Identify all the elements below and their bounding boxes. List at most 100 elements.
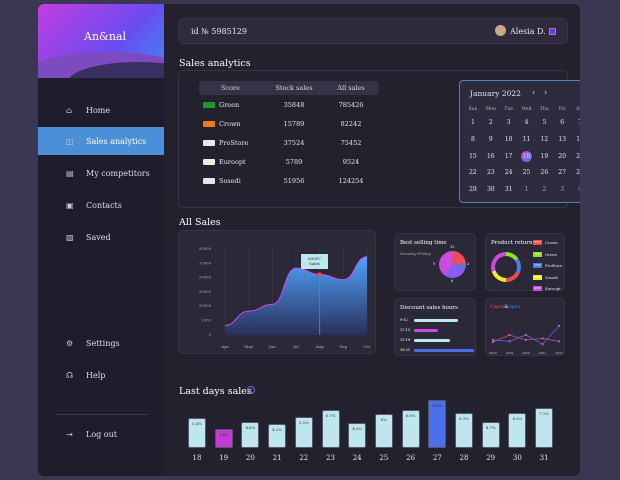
avatar[interactable] xyxy=(495,25,506,36)
user-name[interactable]: Alesia D. xyxy=(510,27,546,36)
x-tick: 18 xyxy=(192,454,202,462)
bar[interactable]: 7.2% xyxy=(535,407,554,448)
data-point xyxy=(525,338,527,341)
calendar-day[interactable]: 24 xyxy=(504,169,513,177)
bar[interactable]: 6% xyxy=(374,414,393,448)
calendar-day[interactable]: 21 xyxy=(576,152,580,160)
calendar-day[interactable]: 4 xyxy=(571,182,580,199)
calendar-day[interactable]: 23 xyxy=(486,169,495,177)
donut-chart xyxy=(491,252,521,282)
bar[interactable]: 4.2% xyxy=(268,424,287,448)
sidebar-item-label: Help xyxy=(86,370,106,380)
bar[interactable]: 4.6% xyxy=(241,422,260,448)
bar[interactable]: 3.4% xyxy=(214,428,233,448)
x-tick: Oct xyxy=(363,344,371,349)
table-row[interactable]: Green 35848 785426 xyxy=(199,96,379,114)
calendar-day[interactable]: 28 xyxy=(576,169,580,177)
x-tick: Jun xyxy=(268,344,276,349)
calendar-day[interactable]: 10 xyxy=(504,135,513,143)
prev-month-button[interactable]: ‹ xyxy=(532,88,536,97)
next-month-button[interactable]: › xyxy=(544,88,548,97)
store-icon: ▤ xyxy=(66,168,74,178)
calendar-day[interactable]: 2 xyxy=(488,119,493,126)
calendar-day[interactable]: 11 xyxy=(522,135,531,143)
hover-point[interactable] xyxy=(317,272,322,277)
calendar-day[interactable]: 3 xyxy=(560,186,565,194)
calendar-day[interactable]: 5 xyxy=(542,119,547,126)
calendar-day[interactable]: 18 xyxy=(520,150,532,162)
calendar-day[interactable]: 6 xyxy=(560,119,565,126)
calendar-day[interactable]: 7 xyxy=(571,115,580,132)
bar[interactable]: 6.3% xyxy=(455,412,473,448)
x-tick: 2020 xyxy=(522,351,530,355)
calendar-day[interactable]: 1 xyxy=(471,119,475,126)
calendar-day[interactable]: 16 xyxy=(486,152,495,160)
opex-label: Opex xyxy=(508,305,521,310)
bar[interactable]: 6.7% xyxy=(321,410,340,448)
hour-label: 9-12 xyxy=(400,318,408,322)
y-tick: 35000 xyxy=(199,289,212,294)
id-number: id № 5985129 xyxy=(191,27,247,36)
sidebar-item[interactable]: ▧ Saved xyxy=(38,223,164,251)
section-title: Last days sales xyxy=(179,386,252,397)
sidebar-item[interactable]: ☊ Help xyxy=(38,361,164,389)
calendar-day[interactable]: 26 xyxy=(540,169,549,177)
calendar-day[interactable]: 27 xyxy=(558,169,567,177)
calendar-day[interactable]: 9 xyxy=(488,135,493,143)
chart-tooltip: 63507 Sales xyxy=(301,254,328,269)
best-selling-card: Best selling time Monday-Friday 12 3 6 9 xyxy=(394,233,476,291)
calendar-day[interactable]: 2 xyxy=(542,186,547,194)
tooltip-label: Sales xyxy=(309,261,320,266)
calendar-day[interactable]: 4 xyxy=(524,119,529,126)
calendar-day[interactable]: 30 xyxy=(486,186,495,194)
bar[interactable]: 8.6% xyxy=(428,399,447,448)
bar[interactable]: 5.5% xyxy=(294,417,313,448)
sidebar-item[interactable]: ▣ Contacts xyxy=(38,191,164,219)
sales-table: Score Stock sales All sales Green 35848 78… xyxy=(199,81,379,190)
table-row[interactable]: Sosedi 51956 124254 xyxy=(199,172,379,190)
sidebar-item[interactable]: ⇥ Log out xyxy=(38,420,164,448)
calendar-day[interactable]: 13 xyxy=(558,135,567,143)
calendar-day[interactable]: 19 xyxy=(540,152,549,160)
table-row[interactable]: ProStore 37524 75452 xyxy=(199,134,379,152)
hour-bar xyxy=(414,339,450,342)
sidebar-item[interactable]: ⚙ Settings xyxy=(38,329,164,357)
calendar-day[interactable]: 20 xyxy=(558,152,567,160)
data-point xyxy=(558,324,560,327)
calendar-day[interactable]: 31 xyxy=(504,186,513,194)
bar[interactable]: 6.2% xyxy=(508,413,527,448)
bar-label: 6.7% xyxy=(325,413,336,419)
stock-sales: 51956 xyxy=(283,177,305,185)
store-name: Euroopt xyxy=(219,158,246,166)
calendar-day[interactable]: 29 xyxy=(469,186,477,194)
calendar-day[interactable]: 8 xyxy=(471,135,475,143)
logout-icon: ⇥ xyxy=(66,429,73,439)
calendar-day[interactable]: 15 xyxy=(469,152,477,160)
calendar-day[interactable]: 12 xyxy=(540,135,549,143)
x-tick: 2018 xyxy=(489,351,497,355)
tick: 6 xyxy=(451,279,454,283)
info-icon[interactable]: i xyxy=(247,386,255,394)
table-row[interactable]: Euroopt 5789 9524 xyxy=(199,153,379,171)
calendar-day[interactable]: 1 xyxy=(524,186,529,194)
calendar-day[interactable]: 14 xyxy=(576,135,580,143)
user-menu-icon[interactable] xyxy=(549,28,556,35)
y-tick: 90000 xyxy=(199,246,212,251)
bar[interactable]: 6.8% xyxy=(401,409,420,448)
bar[interactable]: 4.5% xyxy=(348,422,367,448)
sidebar-item[interactable]: ⌂ Home xyxy=(38,96,164,124)
sidebar-item-label: Contacts xyxy=(86,200,122,210)
calendar-day[interactable]: 17 xyxy=(504,152,513,160)
weekday: Fri xyxy=(558,107,566,112)
sidebar-item[interactable]: ◫ Sales analytics xyxy=(38,127,164,155)
weekday: Sat xyxy=(576,107,580,112)
bar[interactable]: 4.7% xyxy=(481,421,500,448)
sidebar-item[interactable]: ▤ My competitors xyxy=(38,159,164,187)
table-row[interactable]: Crown 15789 82242 xyxy=(199,115,379,133)
calendar-day[interactable]: 22 xyxy=(469,169,477,177)
area-fill xyxy=(225,256,367,335)
bar[interactable]: 5.4% xyxy=(188,417,206,448)
calendar-day[interactable]: 25 xyxy=(522,169,531,177)
card-title: Product return xyxy=(491,240,533,246)
calendar-day[interactable]: 3 xyxy=(506,119,511,126)
